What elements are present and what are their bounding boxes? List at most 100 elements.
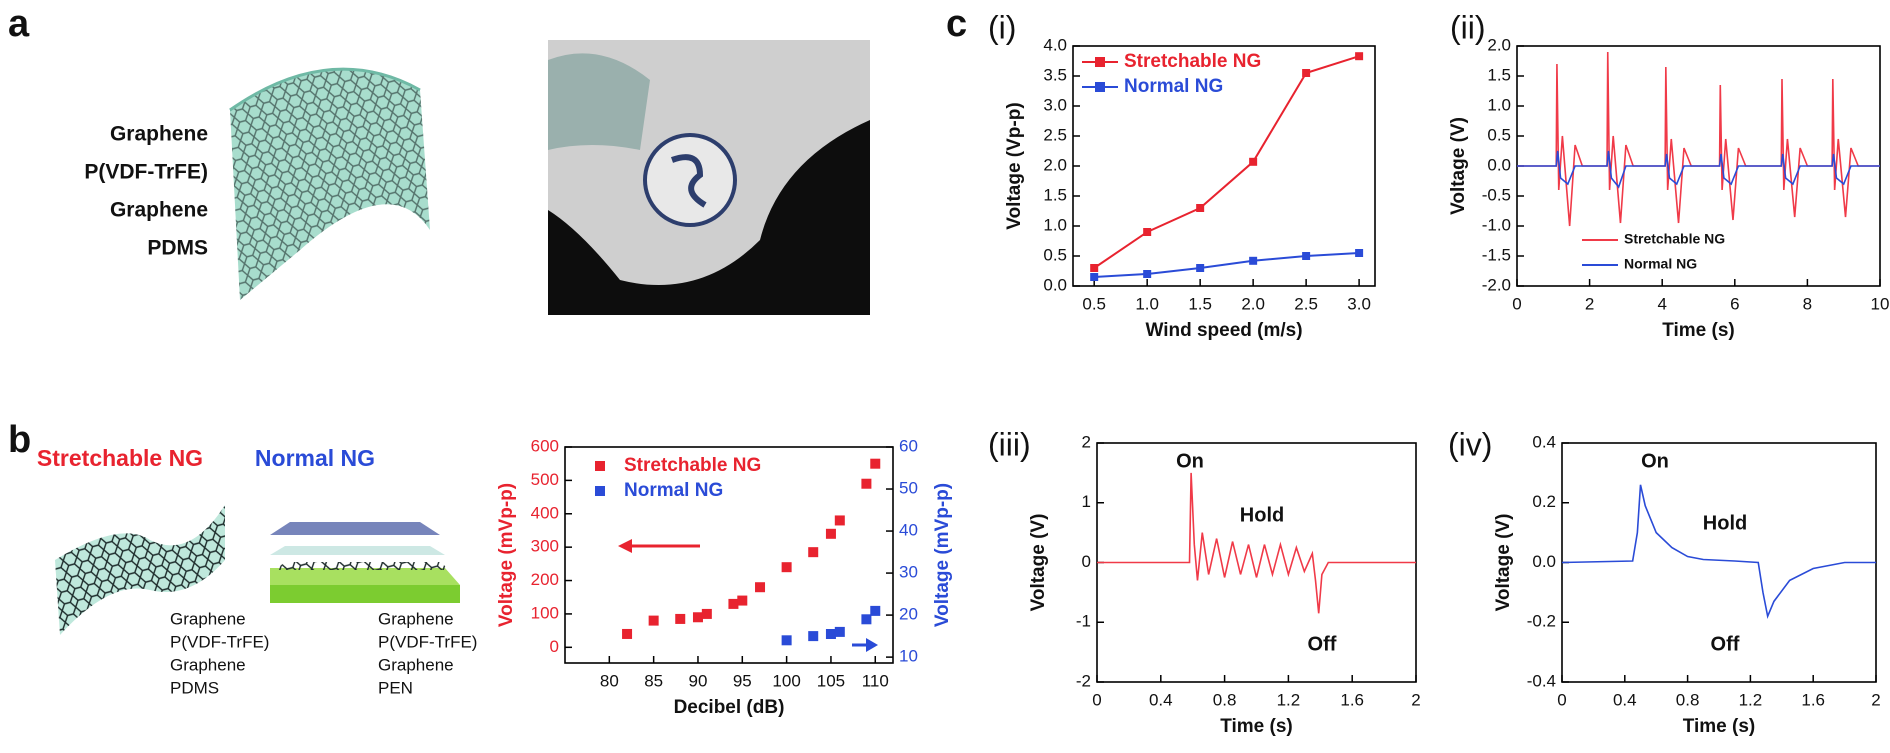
y-tick-label: 0.0 [1532,552,1556,571]
marker [701,608,712,619]
marker [1196,264,1205,272]
y-tick-label: 200 [531,570,559,589]
legend-label: Stretchable NG [1124,51,1261,72]
x-tick-label: 100 [772,671,800,690]
y-tick-label: 3.0 [1043,95,1067,114]
legend-marker [595,486,605,496]
y-tick-label: 4.0 [1043,35,1067,54]
x-tick-label: 2.0 [1241,294,1265,313]
layer-label: P(VDF-TrFE) [378,632,477,651]
x-tick-label: 1.6 [1801,690,1825,709]
stretchable-illustration [55,505,225,635]
y2-tick-label: 60 [899,436,918,455]
marker [834,515,845,526]
x-tick-label: 105 [817,671,845,690]
y-tick-label: 3.5 [1043,65,1067,84]
y-tick-label: 0.0 [1487,155,1511,174]
marker [1143,228,1152,236]
layer-label: Graphene [110,199,208,222]
series-line [1561,484,1876,620]
annotation: Off [1308,633,1337,655]
x-tick-label: 1.5 [1188,294,1212,313]
marker [870,458,881,469]
y2-tick-label: 20 [899,605,918,624]
layer-label: Graphene [170,609,246,628]
x-tick-label: 90 [689,671,708,690]
y-axis-label: Voltage (V) [1028,514,1049,612]
y-tick-label: 1.0 [1043,215,1067,234]
y-tick-label: 0.5 [1043,245,1067,264]
y-axis-label: Voltage (V) [1448,117,1469,215]
panel-label: (i) [988,9,1016,45]
marker [1249,256,1258,265]
layer-label: Graphene [378,655,454,674]
legend-label: Stretchable NG [624,455,761,476]
series-line [1517,51,1880,227]
layer-label: P(VDF-TrFE) [84,161,208,184]
y-tick-label: 2.5 [1043,125,1067,144]
x-tick-label: 1.2 [1739,690,1763,709]
x-axis-label: Decibel (dB) [674,697,785,718]
y-tick-label: 100 [531,603,559,622]
y2-tick-label: 10 [899,647,918,666]
legend-label: Normal NG [1124,76,1223,97]
y-tick-label: 2 [1082,432,1091,451]
marker [825,629,836,640]
series-line [1517,150,1880,189]
y-axis-label: Voltage (Vp-p) [1004,102,1025,229]
y-tick-label: 1.0 [1487,95,1511,114]
panel-label: (iii) [988,426,1031,462]
y-tick-label: 0 [550,637,559,656]
axis-arrows [618,539,878,652]
layer-label: Graphene [170,655,246,674]
x-axis-label: Time (s) [1683,716,1756,737]
x-tick-label: 85 [644,671,663,690]
panel-label: c [946,3,967,45]
marker [861,614,872,625]
x-tick-label: 1.6 [1340,690,1364,709]
legend-label: Normal NG [1624,256,1697,272]
y-tick-label: 0.2 [1532,492,1556,511]
x-tick-label: 95 [733,671,752,690]
device-title: Stretchable NG [37,445,203,471]
panel-label: (ii) [1450,9,1486,45]
marker [755,582,766,593]
x-tick-label: 80 [600,671,619,690]
x-tick-label: 1.2 [1277,690,1301,709]
legend-label: Normal NG [624,480,723,501]
marker [648,615,659,626]
y2-tick-label: 40 [899,521,918,540]
y-tick-label: 0.0 [1043,275,1067,294]
marker [1143,270,1152,278]
y-tick-label: -1.0 [1482,215,1511,234]
legend-marker [1095,82,1105,92]
x-tick-label: 0.8 [1676,690,1700,709]
layer-label: PDMS [147,237,208,260]
y-tick-label: 2.0 [1043,155,1067,174]
x-tick-label: 2 [1585,294,1594,313]
marker [622,628,633,639]
series-line [1097,472,1416,614]
y-tick-label: 2.0 [1487,35,1511,54]
x-tick-label: 0 [1092,690,1101,709]
y2-axis-label: Voltage (mVp-p) [932,483,953,627]
x-tick-label: 10 [1871,294,1890,313]
series-line [1093,55,1360,269]
x-axis-label: Time (s) [1220,716,1293,737]
normal-illustration [270,522,460,603]
photo [548,40,870,315]
x-tick-label: 2 [1411,690,1420,709]
y2-tick-label: 50 [899,479,918,498]
marker [1355,249,1364,257]
device-illustration [229,67,430,300]
x-tick-label: 2.5 [1294,294,1318,313]
legend-label: Stretchable NG [1624,231,1725,247]
marker [1090,273,1099,281]
x-tick-label: 0 [1557,690,1566,709]
marker [781,635,792,646]
y-tick-label: 0 [1082,552,1091,571]
marker [728,598,739,609]
y-tick-label: 300 [531,537,559,556]
y-tick-label: 400 [531,503,559,522]
